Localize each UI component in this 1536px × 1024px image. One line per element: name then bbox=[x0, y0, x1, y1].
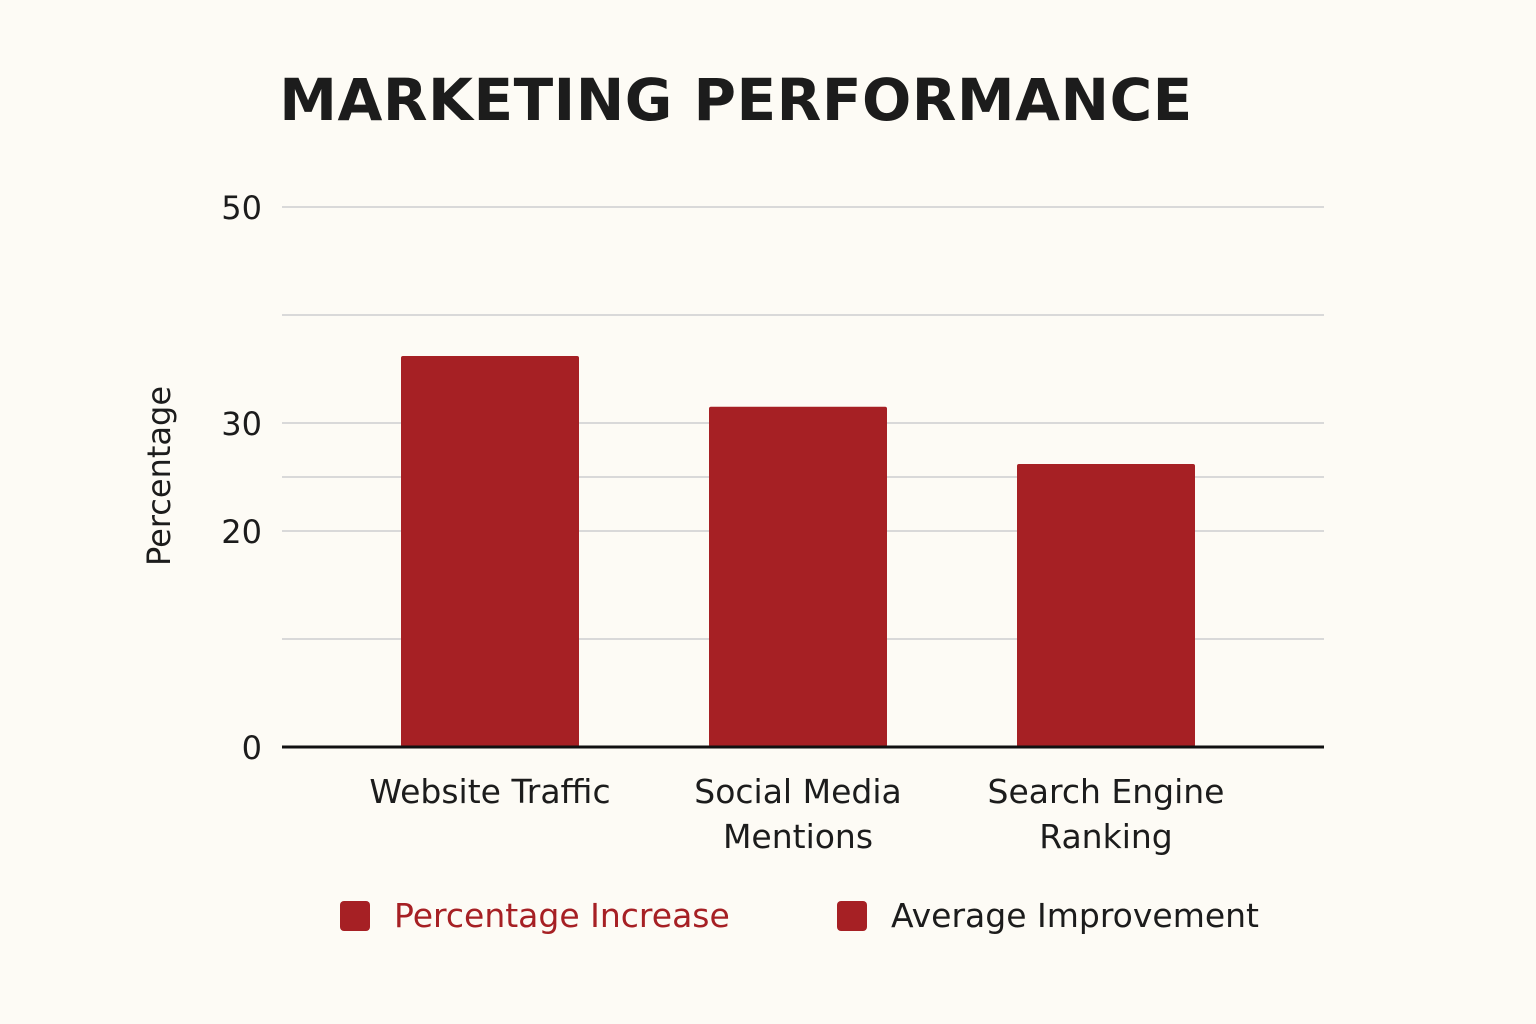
x-tick-label: Website Traffic bbox=[369, 772, 610, 811]
legend-item-average-improvement: Average Improvement bbox=[837, 896, 1259, 935]
bar bbox=[1017, 464, 1195, 747]
bar bbox=[709, 406, 887, 747]
legend-item-percentage-increase: Percentage Increase bbox=[340, 896, 730, 935]
y-tick-label: 50 bbox=[221, 189, 262, 227]
y-tick-label: 0 bbox=[242, 729, 262, 767]
chart-title: MARKETING PERFORMANCE bbox=[279, 66, 1193, 134]
y-tick-label: 30 bbox=[221, 405, 262, 443]
y-axis-label: Percentage bbox=[140, 386, 178, 566]
legend-swatch-percentage-increase bbox=[340, 900, 370, 931]
legend-swatch-average-improvement bbox=[837, 900, 867, 931]
legend-label-percentage-increase: Percentage Increase bbox=[394, 896, 730, 935]
x-tick-label: Search Engine Ranking bbox=[988, 772, 1225, 856]
bar bbox=[401, 356, 579, 747]
y-tick-label: 20 bbox=[221, 513, 262, 551]
x-tick-label: Social Media Mentions bbox=[694, 772, 901, 856]
legend-label-average-improvement: Average Improvement bbox=[891, 896, 1259, 935]
